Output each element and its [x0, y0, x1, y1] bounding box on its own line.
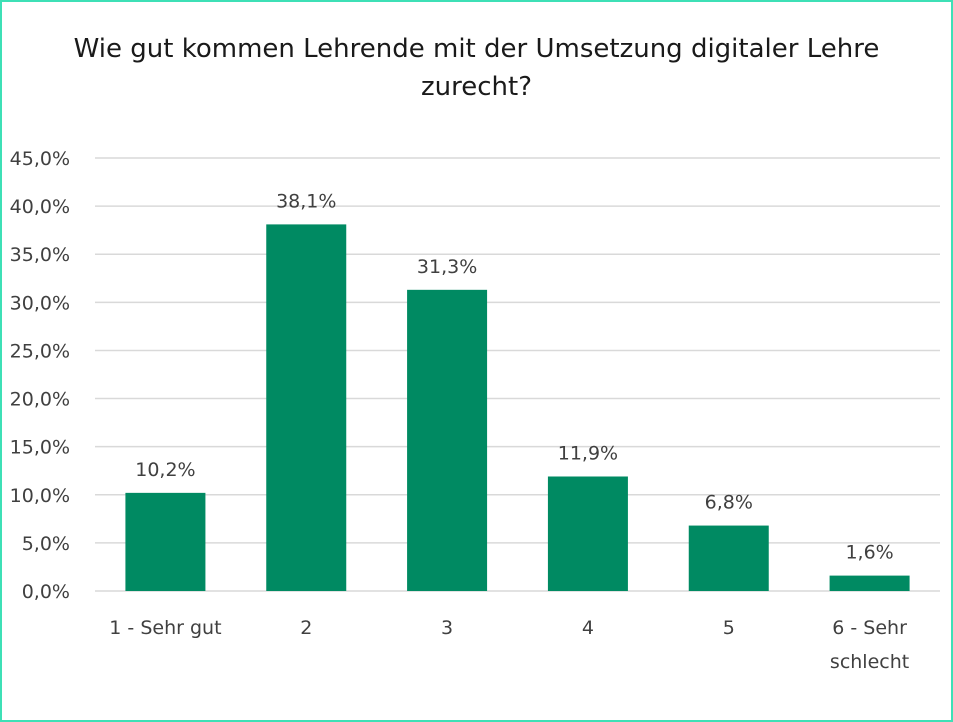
y-tick-label: 5,0% [22, 533, 70, 555]
chart-title-line-1: Wie gut kommen Lehrende mit der Umsetzun… [73, 34, 880, 64]
data-label: 31,3% [417, 256, 477, 278]
bar [688, 525, 769, 591]
data-label: 38,1% [276, 190, 336, 212]
chart-title: Wie gut kommen Lehrende mit der Umsetzun… [0, 30, 953, 106]
chart-title-line-2: zurecht? [420, 72, 532, 102]
y-tick-label: 0,0% [22, 581, 70, 603]
y-axis-ticks: 0,0% 5,0% 10,0% 15,0% 20,0% 25,0% 30,0% 35,0% 40… [10, 148, 70, 603]
y-tick-label: 35,0% [10, 244, 70, 266]
y-tick-label: 45,0% [10, 148, 70, 170]
data-label: 6,8% [705, 492, 753, 514]
bar [547, 476, 628, 591]
data-labels: 10,2% 38,1% 31,3% 11,9% 6,8% 1,6% [135, 190, 893, 563]
bars [125, 224, 910, 592]
data-label: 11,9% [558, 442, 618, 464]
gridlines [95, 157, 940, 592]
bar [266, 224, 347, 592]
x-category-label: 4 [582, 617, 594, 639]
x-axis-categories: 1 - Sehr gut 2 3 4 5 6 - Sehr schlecht [109, 617, 909, 673]
data-label: 10,2% [135, 459, 195, 481]
y-tick-label: 40,0% [10, 196, 70, 218]
bar [829, 575, 910, 591]
y-tick-label: 10,0% [10, 485, 70, 507]
x-category-label: 5 [723, 617, 735, 639]
y-tick-label: 20,0% [10, 389, 70, 411]
data-label: 1,6% [845, 542, 893, 564]
x-category-label: 2 [300, 617, 312, 639]
y-tick-label: 30,0% [10, 292, 70, 314]
x-category-label: 3 [441, 617, 453, 639]
y-tick-label: 25,0% [10, 340, 70, 362]
bar [407, 289, 488, 591]
bar [125, 492, 206, 591]
x-category-label: 6 - Sehr [832, 617, 907, 639]
y-tick-label: 15,0% [10, 437, 70, 459]
x-category-label: schlecht [830, 651, 909, 673]
x-category-label: 1 - Sehr gut [109, 617, 221, 639]
